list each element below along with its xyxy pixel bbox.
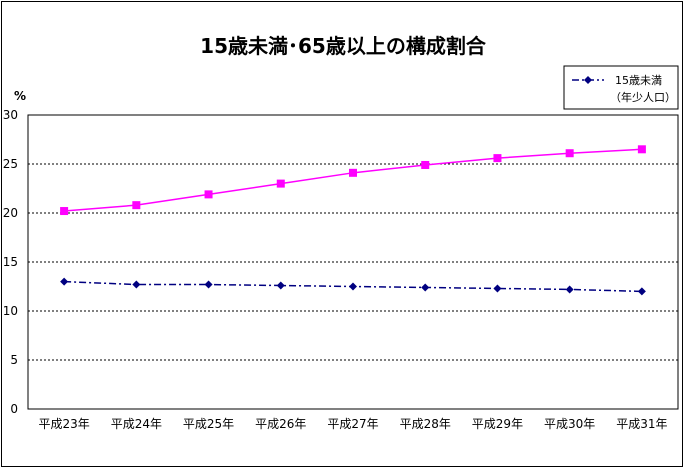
x-tick-label: 平成29年 bbox=[472, 417, 523, 431]
legend-sublabel: （年少人口） bbox=[610, 90, 676, 104]
legend-marker bbox=[584, 76, 592, 84]
data-point bbox=[204, 190, 213, 199]
y-tick-label: 15 bbox=[3, 255, 18, 269]
data-point bbox=[637, 287, 646, 296]
data-point bbox=[60, 207, 69, 216]
data-point bbox=[493, 284, 502, 293]
chart-title: 15歳未満･65歳以上の構成割合 bbox=[200, 34, 487, 58]
x-tick-label: 平成30年 bbox=[544, 417, 595, 431]
data-point bbox=[132, 201, 141, 210]
legend-box bbox=[563, 65, 679, 110]
legend-label: 15歳未満 bbox=[615, 74, 662, 87]
data-point bbox=[421, 160, 430, 169]
data-point bbox=[565, 149, 574, 158]
x-tick-label: 平成31年 bbox=[616, 417, 667, 431]
x-tick-label: 平成24年 bbox=[111, 417, 162, 431]
y-tick-labels: 0 5 10 15 20 25 30 bbox=[3, 108, 18, 416]
y-tick-label: 30 bbox=[3, 108, 18, 122]
data-point bbox=[349, 282, 357, 291]
data-point bbox=[60, 277, 69, 286]
y-tick-label: 20 bbox=[3, 206, 18, 220]
y-tick-label: 0 bbox=[10, 402, 18, 416]
x-tick-label: 平成28年 bbox=[400, 417, 451, 431]
x-tick-label: 平成27年 bbox=[327, 417, 378, 431]
x-tick-label: 平成26年 bbox=[255, 417, 306, 431]
data-point bbox=[204, 280, 213, 289]
data-point bbox=[349, 168, 357, 177]
series-line bbox=[64, 148, 642, 212]
x-tick-label: 平成25年 bbox=[183, 417, 234, 431]
data-point bbox=[132, 280, 141, 289]
y-axis-unit: % bbox=[14, 89, 26, 103]
legend: 15歳未満 （年少人口） bbox=[563, 65, 679, 110]
data-point bbox=[493, 154, 502, 163]
y-tick-label: 10 bbox=[3, 304, 18, 318]
data-point bbox=[421, 283, 430, 292]
y-tick-label: 5 bbox=[10, 353, 18, 367]
y-tick-label: 25 bbox=[3, 157, 18, 171]
gridlines bbox=[28, 163, 678, 361]
data-point bbox=[276, 281, 285, 290]
data-point bbox=[565, 285, 574, 294]
data-point bbox=[276, 179, 285, 188]
data-point bbox=[637, 145, 646, 154]
x-tick-labels: 平成23年 平成24年 平成25年 平成26年 平成27年 平成28年 平成29年 平成30年… bbox=[38, 417, 667, 431]
x-tick-label: 平成23年 bbox=[38, 417, 89, 431]
plot-area bbox=[27, 114, 679, 410]
series-layer bbox=[60, 145, 646, 296]
